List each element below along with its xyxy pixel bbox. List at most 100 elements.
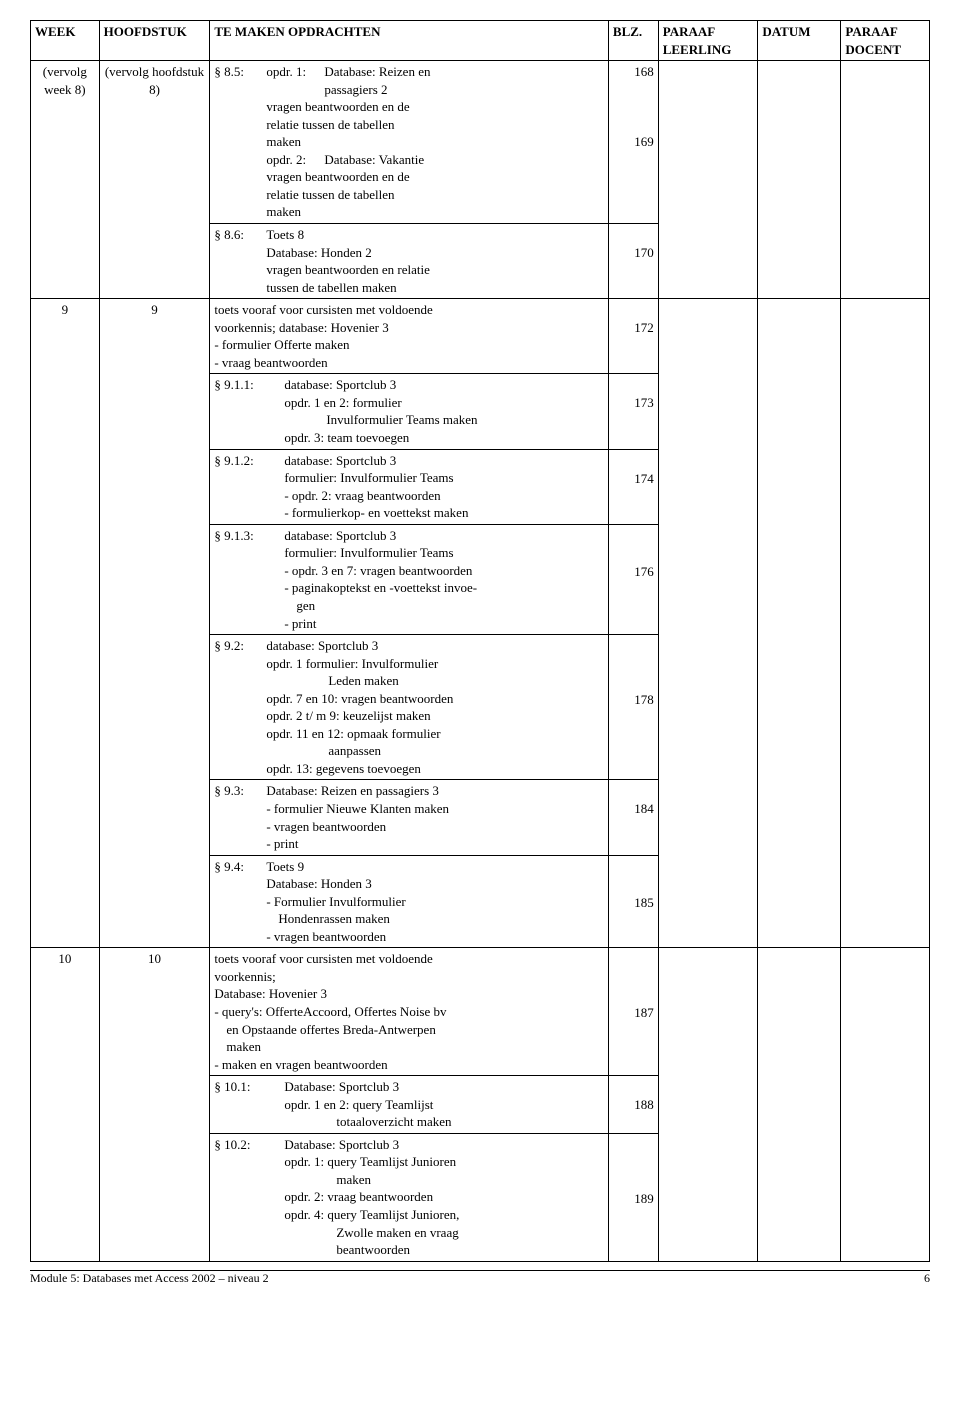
opdr-text: opdr. 1 en 2: formulier [284,394,604,412]
opdr-text: Database: Honden 3 [266,875,604,893]
opdr-cell: § 8.6: Toets 8 Database: Honden 2 vragen… [210,224,609,299]
opdr-text: - maken en vragen beantwoorden [214,1056,604,1074]
opdr-text: - vraag beantwoorden [214,354,604,372]
opdr-text: opdr. 1 formulier: Invulformulier [266,655,604,673]
opdr-text: Toets 9 [266,858,604,876]
opdr-text: opdr. 3: team toevoegen [284,429,604,447]
opdr-text: Database: Sportclub 3 [284,1136,604,1154]
page-num: 168 [613,63,654,81]
page-num: 174 [613,470,654,488]
opdr-text: - formulier Offerte maken [214,336,604,354]
opdr-text: formulier: Invulformulier Teams [284,544,604,562]
opdr-text: formulier: Invulformulier Teams [284,469,604,487]
opdr-text: - paginakoptekst en -voettekst invoe- [284,579,604,597]
opdr-cell: § 8.5: opdr. 1: Database: Reizen en pass… [210,61,609,224]
page-num: 170 [613,244,654,262]
section-label: § 9.1.3: [214,527,284,545]
opdr-text: aanpassen [266,742,604,760]
opdr-text: Zwolle maken en vraag [284,1224,604,1242]
blz-cell: 189 [608,1133,658,1261]
opdr-text: tussen de tabellen maken [266,279,604,297]
header-paraaf-leerling-l2: LEERLING [663,42,732,57]
blz-cell: 176 [608,524,658,634]
table-row: 9 9 toets vooraf voor cursisten met vold… [31,299,930,374]
opdr-text: voorkennis; database: Hovenier 3 [214,319,604,337]
opdr-text: - print [266,835,604,853]
opdr-text: Invulformulier Teams maken [284,411,604,429]
opdr-cell: § 9.2: database: Sportclub 3 opdr. 1 for… [210,635,609,780]
paraaf-docent-cell [841,299,930,948]
opdr-text: toets vooraf voor cursisten met voldoend… [214,950,604,968]
header-hoofdstuk: HOOFDSTUK [99,21,210,61]
opdr-cell: § 9.4: Toets 9 Database: Honden 3 - Form… [210,855,609,948]
section-label: § 10.2: [214,1136,284,1154]
opdr-text: vragen beantwoorden en de [266,98,604,116]
header-paraaf-docent-l1: PARAAF [845,24,897,39]
paraaf-docent-cell [841,948,930,1261]
opdr-text: opdr. 1 en 2: query Teamlijst [284,1096,604,1114]
opdr-text: - formulierkop- en voettekst maken [284,504,604,522]
opdr-text: - query's: OfferteAccoord, Offertes Nois… [214,1003,604,1021]
blz-cell: 172 [608,299,658,374]
opdr-text: database: Sportclub 3 [266,637,604,655]
opdr-cell: § 10.1: Database: Sportclub 3 opdr. 1 en… [210,1076,609,1134]
section-label: § 8.5: [214,63,266,81]
opdr-cell: toets vooraf voor cursisten met voldoend… [210,299,609,374]
footer-left: Module 5: Databases met Access 2002 – ni… [30,1271,269,1286]
opdr-text: opdr. 13: gegevens toevoegen [266,760,604,778]
opdr-cell: § 9.1.2: database: Sportclub 3 formulier… [210,449,609,524]
week-cell-8: (vervolg week 8) [31,61,100,299]
opdr-text: vragen beantwoorden en relatie [266,261,604,279]
week-cell-9: 9 [31,299,100,948]
opdr-text: - print [284,615,604,633]
header-paraaf-leerling-l1: PARAAF [663,24,715,39]
opdr-text: Database: Honden 2 [266,244,604,262]
datum-cell [758,948,841,1261]
section-label: § 9.2: [214,637,266,655]
header-week: WEEK [31,21,100,61]
paraaf-leerling-cell [658,61,758,299]
opdr-text: maken [266,203,604,221]
table-row: (vervolg week 8) (vervolg hoofdstuk 8) §… [31,61,930,224]
opdr-text: gen [284,597,604,615]
section-label: § 9.3: [214,782,266,800]
blz-cell: 178 [608,635,658,780]
opdr-text: maken [284,1171,604,1189]
opdr-text: opdr. 4: query Teamlijst Junioren, [284,1206,604,1224]
blz-cell: 173 [608,374,658,449]
opdr-label: opdr. 1: [266,63,324,81]
section-label: § 9.4: [214,858,266,876]
opdr-cell: § 9.1.3: database: Sportclub 3 formulier… [210,524,609,634]
blz-cell: 188 [608,1076,658,1134]
opdr-text: Toets 8 [266,226,604,244]
opdr-text: maken [214,1038,604,1056]
section-label: § 8.6: [214,226,266,244]
header-paraaf-docent-l2: DOCENT [845,42,901,57]
opdr-cell: § 9.3: Database: Reizen en passagiers 3 … [210,780,609,855]
opdr-text: totaaloverzicht maken [284,1113,604,1131]
hoofdstuk-cell-10: 10 [99,948,210,1261]
blz-cell: 184 [608,780,658,855]
hoofdstuk-cell-9: 9 [99,299,210,948]
page-num: 188 [613,1096,654,1114]
opdr-text: Leden maken [266,672,604,690]
blz-cell: 174 [608,449,658,524]
opdr-text: Database: Hovenier 3 [214,985,604,1003]
section-label: § 9.1.1: [214,376,284,394]
opdr-text: vragen beantwoorden en de [266,168,604,186]
opdr-text: relatie tussen de tabellen [266,186,604,204]
page-num: 173 [613,394,654,412]
blz-cell: 170 [608,224,658,299]
header-datum: DATUM [758,21,841,61]
opdr-text: maken [266,133,604,151]
opdr-text: voorkennis; [214,968,604,986]
opdr-text: Database: Sportclub 3 [284,1078,604,1096]
page-num: 184 [613,800,654,818]
section-label: § 9.1.2: [214,452,284,470]
blz-cell: 185 [608,855,658,948]
opdr-text: Database: Vakantie [324,151,604,169]
page-footer: Module 5: Databases met Access 2002 – ni… [30,1270,930,1286]
hoofdstuk-cell-8: (vervolg hoofdstuk 8) [99,61,210,299]
header-blz: BLZ. [608,21,658,61]
opdr-text: - opdr. 2: vraag beantwoorden [284,487,604,505]
